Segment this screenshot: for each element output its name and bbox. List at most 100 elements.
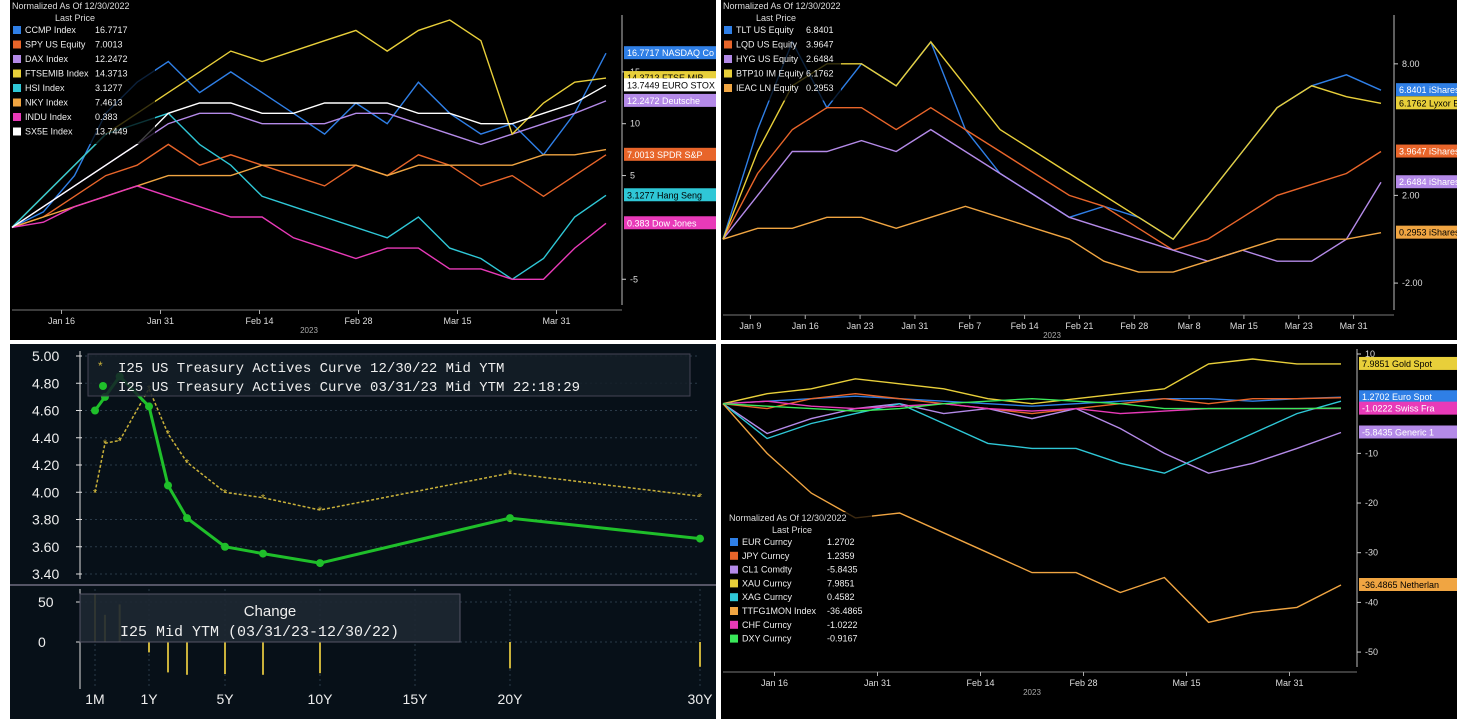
tag-text: 6.8401 iShares 2: [1399, 85, 1457, 95]
tag-text: 16.7717 NASDAQ Co: [627, 48, 714, 58]
legend-bg: [727, 512, 872, 651]
last-value-tag: 1.2702 Euro Spot: [1359, 390, 1457, 404]
curve-line-1: [93, 374, 701, 565]
series-line-cl1-comdty: [722, 402, 1342, 474]
legend-swatch: [13, 84, 21, 92]
y-tick-label: 4.00: [32, 484, 59, 500]
last-value-tag: 16.7717 NASDAQ Co: [624, 46, 716, 60]
fx-commodities-chart: 10 -10 -20 -30 -40 -50 Jan 16 Jan 31 Feb 14 Feb 2…: [721, 344, 1457, 719]
year-label: 2023: [1043, 331, 1061, 340]
curve-point-marker: *: [103, 438, 108, 450]
legend-swatch: [724, 84, 732, 92]
x-tick-label: 15Y: [403, 691, 429, 707]
legend-series-name: DAX Index: [25, 54, 69, 64]
series-line-lqd-us-equity: [722, 106, 1382, 251]
y-tick-label: 10: [1365, 349, 1375, 359]
legend: Normalized As Of 12/30/2022 Last Price TLT…: [721, 0, 841, 101]
legend-series-name: TTFG1MON Index: [742, 606, 817, 616]
bond-etf-plot: 8.00 2.00 -2.00 Jan 9 Jan 16 Jan 23 Jan 31 Feb …: [721, 0, 1457, 340]
y-tick-label: -10: [1365, 448, 1378, 458]
tag-text: -36.4865 Netherlan: [1362, 580, 1439, 590]
x-tick-label: 5Y: [216, 691, 234, 707]
legend-series-name: HYG US Equity: [736, 54, 799, 64]
series-line-ttfg1mon-index: [722, 403, 1342, 624]
tag-bg: [1359, 401, 1457, 415]
legend-series-name: CL1 Comdty: [742, 565, 793, 575]
legend-series-value: 1.2359: [827, 551, 855, 561]
legend-series-name: XAU Curncy: [742, 578, 792, 588]
legend-series-name: EUR Curncy: [742, 537, 793, 547]
tag-text: 7.9851 Gold Spot: [1362, 359, 1433, 369]
bond-etf-chart: 8.00 2.00 -2.00 Jan 9 Jan 16 Jan 23 Jan 31 Feb …: [721, 0, 1457, 340]
x-tick-label: Feb 28: [344, 316, 372, 326]
tag-bg: [1396, 175, 1457, 189]
legend-series-name: CCMP Index: [25, 25, 76, 35]
curve-point: [316, 559, 324, 568]
curve-legend-2: I25 US Treasury Actives Curve 03/31/23 M…: [118, 380, 580, 396]
legend-series-name: INDU Index: [25, 112, 72, 122]
curve-point: [183, 514, 191, 523]
y-tick-label: -5: [630, 274, 638, 284]
x-tick-label: Mar 8: [1178, 321, 1201, 331]
series-line-dxy-curncy: [722, 397, 1342, 412]
legend-swatch: [13, 69, 21, 78]
curve-line-0: [94, 387, 701, 511]
change-subtitle: I25 Mid YTM (03/31/23-12/30/22): [120, 624, 399, 641]
series-line-jpy-curncy: [722, 392, 1342, 415]
legend-swatch: [730, 634, 738, 643]
tag-bg: [624, 216, 716, 230]
legend-marker-1: *: [98, 359, 103, 373]
x-tick-label: Jan 16: [48, 316, 75, 326]
legend-series-name: CHF Curncy: [742, 620, 792, 630]
legend-series-value: 16.7717: [95, 25, 128, 35]
tag-bg: [1359, 578, 1457, 591]
curve-point: [696, 534, 704, 543]
curve-point-marker: *: [318, 505, 323, 517]
series-line-indu-index: [11, 185, 607, 280]
x-tick-label: Jan 16: [761, 678, 788, 688]
legend-series-name: IEAC LN Equity: [736, 83, 799, 93]
y-tick-label: -40: [1365, 597, 1378, 607]
x-tick-label: 30Y: [688, 691, 714, 707]
legend-series-name: HSI Index: [25, 83, 65, 93]
legend-header: Normalized As Of 12/30/2022: [12, 1, 130, 11]
legend-swatch: [13, 113, 21, 121]
curve-point: [221, 542, 229, 551]
series-line-hyg-us-equity: [722, 128, 1382, 262]
legend-series-value: -36.4865: [827, 606, 863, 616]
treasury-curve-chart: 5.00 4.80 4.60 4.40 4.20 4.00 3.80 3.60 3.40 1M 1Y…: [10, 344, 716, 719]
series-line-spy-us-equity: [11, 143, 607, 229]
last-value-tag: 7.9851 Gold Spot: [1359, 356, 1457, 370]
legend-series-value: 13.7449: [95, 127, 128, 137]
tag-text: 13.7449 EURO STOX: [627, 80, 715, 90]
tag-text: 1.2702 Euro Spot: [1362, 392, 1433, 402]
x-tick-label: Mar 15: [1172, 678, 1200, 688]
last-value-tag: -1.0222 Swiss Fra: [1359, 401, 1457, 415]
legend: Normalized As Of 12/30/2022 Last Price CCM…: [10, 0, 155, 144]
series-line-sx5e-index: [11, 84, 607, 228]
x-tick-label: Feb 28: [1069, 678, 1097, 688]
legend-swatch: [730, 551, 738, 560]
curve-point-marker: *: [261, 493, 266, 505]
legend-series-value: 7.0013: [95, 40, 123, 50]
x-tick-label: Feb 21: [1065, 321, 1093, 331]
y-tick-label: 4.40: [32, 430, 59, 446]
legend-series-name: SPY US Equity: [25, 40, 86, 50]
x-tick-label: 10Y: [308, 691, 334, 707]
legend-last-price-header: Last Price: [55, 13, 95, 23]
curve-point-marker: *: [508, 468, 513, 480]
y-tick-label: -50: [1365, 647, 1378, 657]
y-tick-label: -30: [1365, 548, 1378, 558]
change-legend-bg: [79, 593, 461, 643]
legend-swatch: [730, 620, 738, 629]
legend-series-value: 0.4582: [827, 592, 855, 602]
last-value-tag: 3.1277 Hang Seng: [624, 188, 716, 202]
x-tick-label: Feb 7: [958, 321, 981, 331]
tag-text: 3.1277 Hang Seng: [627, 190, 702, 200]
y-tick-label: -2.00: [1402, 278, 1423, 288]
legend-swatch: [724, 55, 732, 63]
curve-point-marker: *: [93, 487, 98, 499]
legend-series-name: JPY Curncy: [742, 551, 790, 561]
treasury-curve-plot: 5.00 4.80 4.60 4.40 4.20 4.00 3.80 3.60 3.40 1M 1Y…: [10, 348, 716, 707]
last-value-tag: 2.6484 iShares i: [1396, 175, 1457, 189]
